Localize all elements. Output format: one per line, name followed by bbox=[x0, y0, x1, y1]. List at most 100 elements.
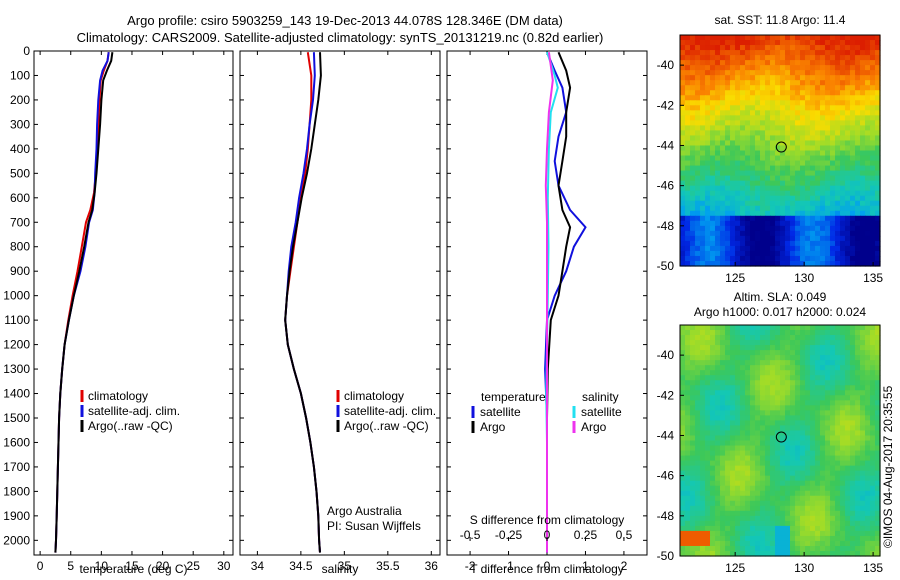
map-cell bbox=[690, 495, 696, 502]
x-tick-label: 0 bbox=[544, 559, 551, 573]
map-cell bbox=[730, 425, 736, 432]
map-cell bbox=[720, 530, 726, 537]
map-cell bbox=[725, 470, 731, 477]
map-cell bbox=[805, 90, 811, 96]
map-cell bbox=[720, 485, 726, 492]
map-cell bbox=[775, 120, 781, 126]
map-cell bbox=[725, 420, 731, 427]
map-cell bbox=[730, 490, 736, 497]
map-cell bbox=[720, 85, 726, 91]
map-cell bbox=[680, 90, 686, 96]
map-cell bbox=[685, 40, 691, 46]
map-cell bbox=[765, 255, 771, 262]
map-cell bbox=[875, 155, 881, 162]
map-cell bbox=[730, 75, 736, 81]
map-cell bbox=[870, 425, 876, 432]
map-cell bbox=[875, 215, 881, 222]
map-cell bbox=[690, 115, 696, 121]
map-cell bbox=[680, 355, 686, 361]
map-cell bbox=[840, 495, 846, 502]
map-cell bbox=[750, 405, 756, 411]
map-cell bbox=[725, 495, 731, 502]
map-cell bbox=[720, 125, 726, 132]
map-cell bbox=[830, 110, 836, 116]
map-cell bbox=[855, 110, 861, 116]
map-cell bbox=[860, 110, 866, 116]
map-cell bbox=[705, 115, 711, 121]
map-cell bbox=[690, 80, 696, 86]
map-cell bbox=[815, 440, 821, 447]
map-cell bbox=[785, 140, 791, 147]
map-cell bbox=[845, 130, 851, 137]
map-cell bbox=[770, 355, 776, 361]
map-cell bbox=[765, 165, 771, 172]
map-cell bbox=[755, 190, 761, 197]
map-subtitle: Argo h1000: 0.017 h2000: 0.024 bbox=[694, 305, 866, 319]
map-cell bbox=[875, 195, 881, 202]
map-cell bbox=[850, 520, 856, 527]
map-cell bbox=[860, 105, 866, 111]
map-cell bbox=[740, 410, 746, 416]
map-cell bbox=[705, 160, 711, 167]
map-cell bbox=[795, 250, 801, 257]
map-cell bbox=[680, 360, 686, 366]
map-cell bbox=[740, 90, 746, 96]
map-cell bbox=[820, 260, 826, 267]
map-cell bbox=[830, 45, 836, 51]
map-cell bbox=[700, 90, 706, 96]
map-cell bbox=[755, 200, 761, 207]
map-cell bbox=[810, 35, 816, 41]
map-cell bbox=[850, 330, 856, 336]
map-cell bbox=[805, 410, 811, 416]
map-cell bbox=[695, 95, 701, 101]
map-cell bbox=[720, 495, 726, 502]
map-cell bbox=[765, 220, 771, 227]
map-cell bbox=[850, 60, 856, 66]
map-cell bbox=[715, 360, 721, 366]
map-cell bbox=[850, 440, 856, 447]
map-cell bbox=[775, 255, 781, 262]
map-cell bbox=[710, 95, 716, 101]
map-cell bbox=[870, 540, 876, 547]
map-cell bbox=[845, 170, 851, 177]
map-cell bbox=[765, 545, 771, 552]
map-cell bbox=[725, 255, 731, 262]
map-cell bbox=[765, 460, 771, 467]
map-cell bbox=[825, 495, 831, 502]
map-cell bbox=[705, 345, 711, 351]
map-cell bbox=[805, 125, 811, 132]
map-cell bbox=[780, 385, 786, 391]
map-cell bbox=[755, 210, 761, 217]
map-cell bbox=[830, 130, 836, 137]
map-cell bbox=[700, 525, 706, 532]
map-cell bbox=[760, 435, 766, 442]
x-axis-label: salinity bbox=[322, 562, 359, 576]
map-cell bbox=[860, 500, 866, 507]
map-cell bbox=[845, 245, 851, 252]
map-cell bbox=[820, 515, 826, 522]
map-cell bbox=[845, 355, 851, 361]
map-cell bbox=[725, 105, 731, 111]
map-cell bbox=[745, 145, 751, 152]
map-cell bbox=[860, 145, 866, 152]
map-cell bbox=[730, 205, 736, 212]
map-cell bbox=[810, 460, 816, 467]
map-cell bbox=[875, 390, 881, 396]
map-cell bbox=[735, 440, 741, 447]
map-cell bbox=[685, 260, 691, 267]
map-cell bbox=[860, 170, 866, 177]
map-cell bbox=[800, 50, 806, 56]
map-cell bbox=[840, 215, 846, 222]
map-cell bbox=[860, 470, 866, 477]
map-cell bbox=[755, 480, 761, 487]
map-cell bbox=[830, 175, 836, 182]
map-cell bbox=[730, 185, 736, 192]
map-cell bbox=[780, 395, 786, 401]
map-cell bbox=[815, 380, 821, 386]
map-cell bbox=[700, 540, 706, 547]
map-cell bbox=[700, 240, 706, 247]
map-cell bbox=[690, 120, 696, 126]
map-cell bbox=[875, 350, 881, 356]
map-cell bbox=[720, 370, 726, 376]
map-cell bbox=[690, 105, 696, 111]
